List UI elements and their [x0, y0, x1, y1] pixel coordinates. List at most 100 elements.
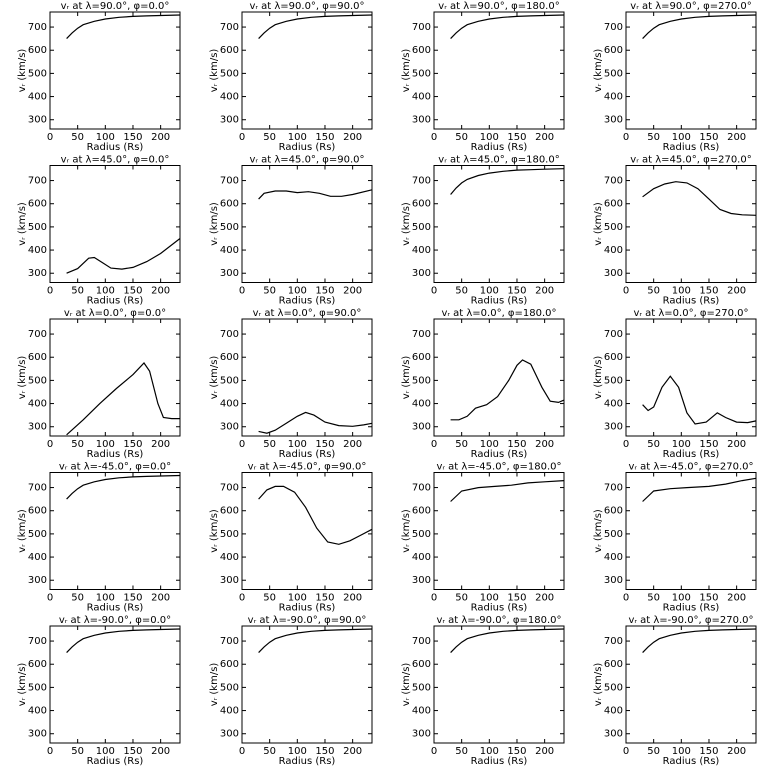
y-tick-label: 600 — [220, 506, 239, 517]
data-line — [642, 628, 757, 654]
panel-title: vᵣ at λ=90.0°, φ=180.0° — [438, 1, 559, 12]
y-tick-label: 500 — [220, 529, 239, 540]
x-tick-label: 200 — [151, 593, 170, 604]
data-line — [642, 14, 757, 40]
y-tick-label: 700 — [220, 329, 239, 340]
y-tick-label: 300 — [220, 422, 239, 433]
data-line — [66, 238, 181, 274]
y-tick-label: 400 — [412, 399, 431, 410]
y-tick-label: 500 — [28, 222, 47, 233]
data-line — [66, 474, 181, 500]
y-tick-label: 700 — [412, 329, 431, 340]
x-tick-label: 50 — [263, 132, 276, 143]
y-tick-label: 600 — [220, 45, 239, 56]
plot-frame — [433, 625, 565, 744]
panel-title: vᵣ at λ=90.0°, φ=270.0° — [630, 1, 751, 12]
y-axis-label: vᵣ (km/s) — [209, 509, 220, 553]
x-tick-label: 100 — [288, 439, 307, 450]
panel-title: vᵣ at λ=45.0°, φ=0.0° — [61, 155, 170, 166]
y-tick-label: 300 — [412, 729, 431, 740]
y-tick-label: 300 — [412, 268, 431, 279]
x-tick-label: 200 — [727, 132, 746, 143]
y-axis-label: vᵣ (km/s) — [17, 663, 28, 707]
x-tick-label: 50 — [647, 286, 660, 297]
y-axis-label: vᵣ (km/s) — [401, 663, 412, 707]
data-line — [258, 411, 373, 434]
x-tick-label: 150 — [699, 439, 718, 450]
y-tick-label: 400 — [412, 552, 431, 563]
x-tick-label: 200 — [535, 286, 554, 297]
x-axis-label: Radius (Rs) — [87, 449, 144, 460]
x-axis-label: Radius (Rs) — [87, 603, 144, 614]
x-tick-label: 50 — [647, 439, 660, 450]
y-tick-label: 600 — [604, 352, 623, 363]
y-tick-label: 500 — [28, 682, 47, 693]
y-tick-label: 600 — [412, 352, 431, 363]
data-line — [450, 628, 565, 654]
x-tick-label: 200 — [535, 132, 554, 143]
y-tick-label: 300 — [220, 115, 239, 126]
y-axis-label: vᵣ (km/s) — [17, 509, 28, 553]
panel-title: vᵣ at λ=-45.0°, φ=180.0° — [436, 462, 561, 473]
y-tick-label: 600 — [412, 45, 431, 56]
plot-frame — [625, 165, 757, 283]
plot-frame — [625, 472, 757, 590]
y-tick-label: 400 — [220, 706, 239, 717]
y-tick-label: 700 — [220, 176, 239, 187]
y-tick-label: 400 — [412, 706, 431, 717]
y-axis-label: vᵣ (km/s) — [593, 356, 604, 400]
y-tick-label: 300 — [220, 575, 239, 586]
x-tick-label: 200 — [727, 286, 746, 297]
x-tick-label: 50 — [647, 593, 660, 604]
plot-frame — [241, 11, 373, 130]
y-tick-label: 300 — [220, 268, 239, 279]
y-tick-label: 500 — [604, 68, 623, 79]
y-tick-label: 400 — [28, 399, 47, 410]
x-axis-label: Radius (Rs) — [471, 756, 528, 767]
y-tick-label: 500 — [220, 682, 239, 693]
y-tick-label: 500 — [412, 222, 431, 233]
y-tick-label: 600 — [28, 45, 47, 56]
y-tick-label: 300 — [604, 115, 623, 126]
x-tick-label: 0 — [431, 286, 437, 297]
plot-frame — [625, 318, 757, 437]
x-tick-label: 100 — [672, 593, 691, 604]
x-tick-label: 50 — [71, 286, 84, 297]
x-tick-label: 0 — [239, 286, 245, 297]
y-tick-label: 400 — [28, 706, 47, 717]
x-tick-label: 150 — [507, 593, 526, 604]
y-tick-label: 700 — [604, 483, 623, 494]
y-tick-label: 700 — [604, 176, 623, 187]
data-line — [450, 480, 565, 502]
plot-frame — [433, 318, 565, 437]
x-axis-label: Radius (Rs) — [663, 449, 720, 460]
x-tick-label: 150 — [507, 132, 526, 143]
x-tick-label: 0 — [431, 132, 437, 143]
plot-frame — [625, 11, 757, 130]
x-tick-label: 200 — [535, 746, 554, 757]
y-tick-label: 500 — [412, 375, 431, 386]
y-tick-label: 600 — [220, 659, 239, 670]
x-tick-label: 50 — [263, 286, 276, 297]
x-tick-label: 200 — [727, 593, 746, 604]
y-tick-label: 700 — [604, 636, 623, 647]
x-tick-label: 0 — [623, 746, 629, 757]
y-tick-label: 400 — [604, 706, 623, 717]
x-axis-label: Radius (Rs) — [663, 296, 720, 307]
x-tick-label: 200 — [151, 439, 170, 450]
y-tick-label: 400 — [220, 92, 239, 103]
plot-frame — [49, 165, 181, 283]
y-tick-label: 700 — [412, 22, 431, 33]
x-tick-label: 150 — [123, 439, 142, 450]
panel-title: vᵣ at λ=0.0°, φ=270.0° — [633, 308, 748, 319]
y-tick-label: 300 — [412, 422, 431, 433]
y-tick-label: 400 — [604, 245, 623, 256]
y-tick-label: 300 — [28, 422, 47, 433]
data-line — [642, 181, 757, 216]
x-tick-label: 150 — [315, 286, 334, 297]
y-tick-label: 300 — [28, 268, 47, 279]
y-tick-label: 300 — [220, 729, 239, 740]
x-axis-label: Radius (Rs) — [87, 756, 144, 767]
y-tick-label: 600 — [412, 506, 431, 517]
x-tick-label: 100 — [96, 439, 115, 450]
